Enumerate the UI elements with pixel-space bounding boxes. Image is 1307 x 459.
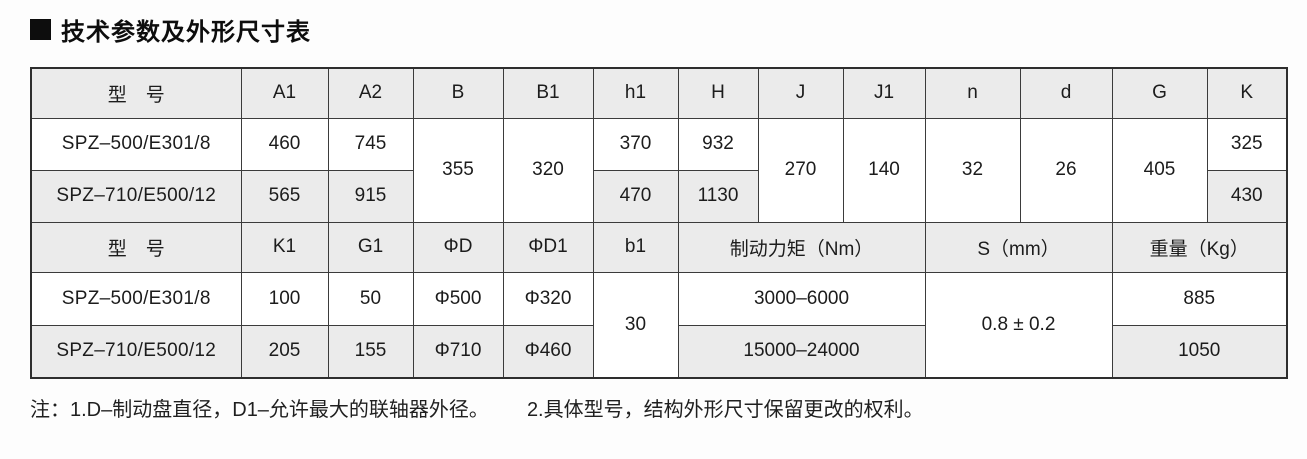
column-header: B1 (502, 67, 594, 119)
value-cell: 405 (1111, 117, 1208, 223)
value-cell: 932 (677, 117, 759, 171)
value-cell: 430 (1206, 169, 1288, 223)
value-cell: 460 (240, 117, 329, 171)
column-header: d (1019, 67, 1113, 119)
value-cell: 140 (842, 117, 926, 223)
column-header: H (677, 67, 759, 119)
model-cell: SPZ–710/E500/12 (30, 169, 242, 223)
column-header: ΦD1 (502, 221, 594, 273)
value-cell: 205 (240, 324, 329, 379)
value-cell: 32 (924, 117, 1021, 223)
column-header: 重量（Kg） (1111, 221, 1288, 273)
table-row: SPZ–710/E500/12 205 155 Φ710 Φ460 15000–… (30, 324, 1288, 379)
value-cell: Φ320 (502, 271, 594, 326)
column-header: b1 (592, 221, 679, 273)
column-header: G1 (327, 221, 414, 273)
table-row: SPZ–500/E301/8 460 745 355 320 370 932 2… (30, 117, 1288, 223)
value-cell: 355 (412, 117, 504, 223)
spec-table: 型 号 A1 A2 B B1 h1 H J J1 n d G K SPZ–500… (30, 67, 1288, 379)
table-row: SPZ–710/E500/12 565 915 470 1130 430 (30, 169, 1288, 223)
column-header: G (1111, 67, 1208, 119)
column-header: B (412, 67, 504, 119)
table-row: SPZ–500/E301/8 100 50 Φ500 Φ320 30 3000–… (30, 271, 1288, 379)
value-cell: 3000–6000 (677, 271, 926, 326)
footnote: 注：1.D–制动盘直径，D1–允许最大的联轴器外径。 2.具体型号，结构外形尺寸保… (30, 393, 924, 422)
value-cell: 885 (1111, 271, 1288, 326)
table-row: 型 号 A1 A2 B B1 h1 H J J1 n d G K (30, 67, 1288, 119)
column-header: 型 号 (30, 221, 242, 273)
value-cell: 100 (240, 271, 329, 326)
value-cell: 15000–24000 (677, 324, 926, 379)
column-header: ΦD (412, 221, 504, 273)
model-cell: SPZ–710/E500/12 (30, 324, 242, 379)
model-cell: SPZ–500/E301/8 (30, 117, 242, 171)
column-header: J (757, 67, 844, 119)
column-header: J1 (842, 67, 926, 119)
value-cell: 325 (1206, 117, 1288, 171)
value-cell: Φ460 (502, 324, 594, 379)
page-title: 技术参数及外形尺寸表 (61, 19, 311, 46)
value-cell: 1130 (677, 169, 759, 223)
column-header: 制动力矩（Nm） (677, 221, 926, 273)
table-row: 型 号 K1 G1 ΦD ΦD1 b1 制动力矩（Nm） S（mm） 重量（Kg… (30, 221, 1288, 273)
value-cell: 30 (592, 271, 679, 379)
column-header: K (1206, 67, 1288, 119)
value-cell: 155 (327, 324, 414, 379)
value-cell: 1050 (1111, 324, 1288, 379)
section-marker-icon (30, 19, 51, 40)
section-title: 技术参数及外形尺寸表 (30, 12, 311, 47)
value-cell: 0.8 ± 0.2 (924, 271, 1113, 379)
column-header: h1 (592, 67, 679, 119)
value-cell: 50 (327, 271, 414, 326)
value-cell: 320 (502, 117, 594, 223)
value-cell: 26 (1019, 117, 1113, 223)
value-cell: 370 (592, 117, 679, 171)
column-header: A1 (240, 67, 329, 119)
column-header: 型 号 (30, 67, 242, 119)
column-header: n (924, 67, 1021, 119)
value-cell: 565 (240, 169, 329, 223)
footnote-item-2: 2.具体型号，结构外形尺寸保留更改的权利。 (526, 399, 924, 421)
value-cell: 915 (327, 169, 414, 223)
value-cell: Φ710 (412, 324, 504, 379)
column-header: K1 (240, 221, 329, 273)
value-cell: 470 (592, 169, 679, 223)
footnote-prefix: 注： (30, 399, 70, 421)
footnote-item-1: 1.D–制动盘直径，D1–允许最大的联轴器外径。 (70, 399, 489, 421)
column-header: S（mm） (924, 221, 1113, 273)
model-cell: SPZ–500/E301/8 (30, 271, 242, 326)
value-cell: 745 (327, 117, 414, 171)
value-cell: 270 (757, 117, 844, 223)
value-cell: Φ500 (412, 271, 504, 326)
column-header: A2 (327, 67, 414, 119)
